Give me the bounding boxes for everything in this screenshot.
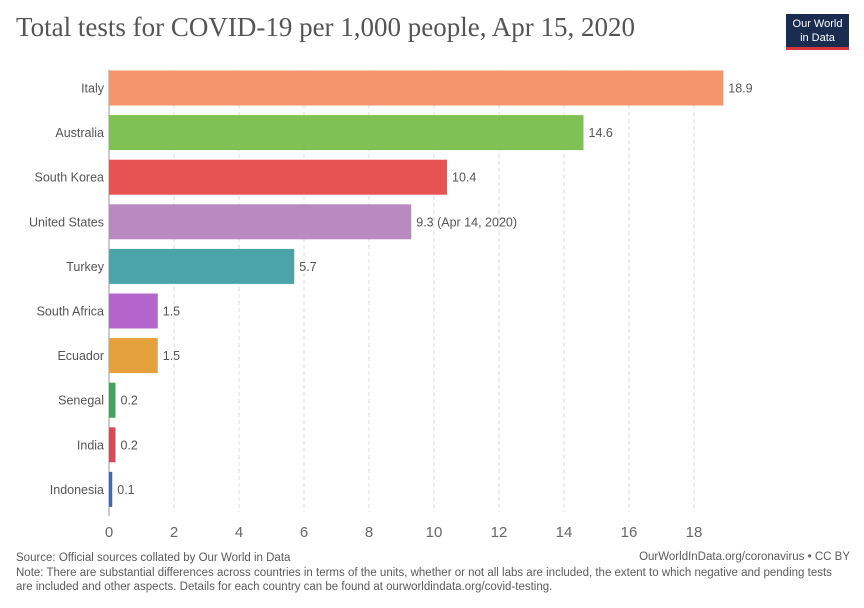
bar[interactable] bbox=[109, 471, 113, 507]
data-label: 9.3 (Apr 14, 2020) bbox=[416, 215, 517, 229]
x-tick-label: 10 bbox=[426, 524, 443, 541]
x-tick-label: 6 bbox=[300, 524, 308, 541]
bar[interactable] bbox=[109, 248, 295, 284]
bar[interactable] bbox=[109, 70, 724, 106]
bar[interactable] bbox=[109, 382, 116, 418]
bar[interactable] bbox=[109, 115, 584, 151]
x-tick-label: 8 bbox=[365, 524, 373, 541]
bar[interactable] bbox=[109, 338, 158, 374]
x-tick-label: 16 bbox=[621, 524, 638, 541]
category-label: South Africa bbox=[37, 305, 104, 319]
logo-line-2: in Data bbox=[800, 32, 835, 44]
data-label: 5.7 bbox=[299, 260, 316, 274]
category-label: India bbox=[77, 438, 104, 452]
logo-line-1: Our World bbox=[792, 18, 843, 30]
category-label: Ecuador bbox=[57, 349, 104, 363]
category-label: South Korea bbox=[35, 171, 105, 185]
category-label: Senegal bbox=[58, 394, 104, 408]
source-text: Source: Official sources collated by Our… bbox=[16, 552, 291, 564]
data-label: 14.6 bbox=[589, 126, 613, 140]
data-label: 10.4 bbox=[452, 171, 476, 185]
x-tick-label: 12 bbox=[491, 524, 508, 541]
bar-chart: 0 2 4 6 8 10 12 14 16 18 Italy 18.9 Australia 14.6 Sou… bbox=[29, 70, 753, 541]
bar[interactable] bbox=[109, 159, 447, 195]
category-label: Turkey bbox=[66, 260, 104, 274]
credit-link[interactable]: OurWorldInData.org/coronavirus • CC BY bbox=[639, 551, 850, 563]
x-tick-label: 2 bbox=[170, 524, 178, 541]
x-tick-label: 18 bbox=[686, 524, 703, 541]
category-label: Indonesia bbox=[50, 483, 104, 497]
owid-logo[interactable]: Our World in Data bbox=[786, 14, 849, 50]
data-label: 1.5 bbox=[163, 305, 180, 319]
bar[interactable] bbox=[109, 204, 412, 240]
bar[interactable] bbox=[109, 293, 158, 329]
x-tick-label: 14 bbox=[556, 524, 573, 541]
note-text: Note: There are substantial differences … bbox=[16, 567, 832, 593]
data-label: 0.1 bbox=[117, 483, 134, 497]
data-label: 0.2 bbox=[121, 394, 138, 408]
category-label: Italy bbox=[81, 82, 105, 96]
x-tick-label: 0 bbox=[105, 524, 113, 541]
bar[interactable] bbox=[109, 427, 116, 463]
category-label: United States bbox=[29, 215, 104, 229]
x-tick-label: 4 bbox=[235, 524, 243, 541]
data-label: 18.9 bbox=[728, 82, 752, 96]
data-label: 0.2 bbox=[121, 438, 138, 452]
category-label: Australia bbox=[55, 126, 104, 140]
chart-title: Total tests for COVID-19 per 1,000 peopl… bbox=[16, 12, 636, 42]
data-label: 1.5 bbox=[163, 349, 180, 363]
